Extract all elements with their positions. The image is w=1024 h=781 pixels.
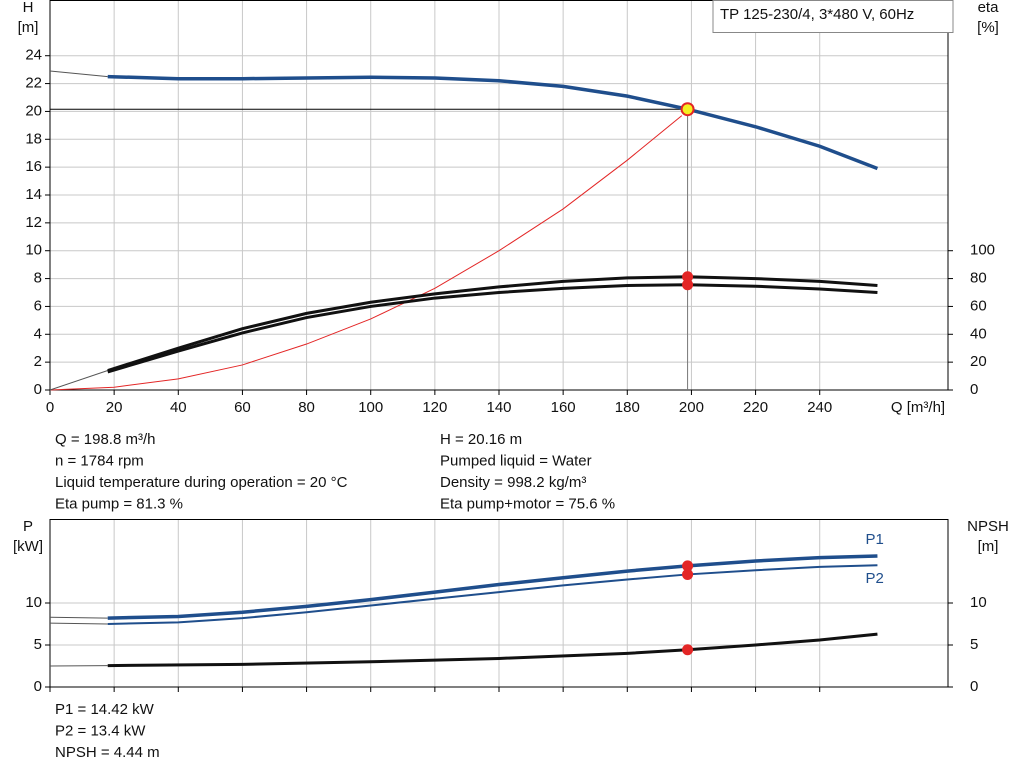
y-tick-label: 6 [34, 297, 42, 314]
info-text: NPSH = 4.44 m [55, 744, 160, 761]
title-box [712, 0, 954, 33]
y2-axis-label: [m] [978, 538, 999, 555]
y2-tick-label: 5 [970, 636, 978, 653]
y-tick-label: 0 [34, 381, 42, 398]
y2-tick-label: 20 [970, 353, 987, 370]
y-tick-label: 10 [25, 594, 42, 611]
y-tick-label: 5 [34, 636, 42, 653]
curve [107, 74, 879, 171]
x-tick-label: 140 [486, 399, 511, 416]
curve-label: P2 [865, 570, 883, 587]
y2-axis-label: [%] [977, 19, 999, 36]
x-tick-label: 20 [106, 399, 123, 416]
x-tick-label: 100 [358, 399, 383, 416]
chart-title: TP 125-230/4, 3*480 V, 60Hz [720, 6, 914, 23]
y2-tick-label: 80 [970, 270, 987, 287]
y-axis-label: P [23, 518, 33, 535]
y2-tick-label: 0 [970, 678, 978, 695]
curve [107, 554, 878, 620]
y2-tick-label: 100 [970, 242, 995, 259]
curve [49, 370, 108, 391]
info-text: Liquid temperature during operation = 20… [55, 474, 348, 491]
y-axis-label: [m] [18, 19, 39, 36]
info-text: n = 1784 rpm [55, 452, 144, 469]
y2-tick-label: 60 [970, 297, 987, 314]
operating-point [682, 644, 694, 656]
curve [107, 632, 878, 668]
x-tick-label: 240 [807, 399, 832, 416]
info-text: P1 = 14.42 kW [55, 701, 155, 718]
y-tick-label: 10 [25, 242, 42, 259]
operating-point [680, 102, 695, 117]
y2-axis-label: NPSH [967, 518, 1009, 535]
info-text: Eta pump = 81.3 % [55, 495, 183, 512]
info-text: Eta pump+motor = 75.6 % [440, 495, 615, 512]
y-axis-label: H [23, 0, 34, 16]
info-text: Density = 998.2 kg/m³ [440, 474, 586, 491]
y-tick-label: 4 [34, 325, 42, 342]
info-text: H = 20.16 m [440, 431, 522, 448]
y2-axis-label: eta [978, 0, 1000, 16]
x-tick-label: 220 [743, 399, 768, 416]
x-tick-label: 180 [615, 399, 640, 416]
operating-point [682, 279, 694, 291]
y-tick-label: 24 [25, 47, 42, 64]
curve [49, 616, 108, 619]
curve [107, 283, 878, 374]
y-tick-label: 8 [34, 270, 42, 287]
info-text: P2 = 13.4 kW [55, 722, 146, 739]
x-tick-label: 200 [679, 399, 704, 416]
curve [107, 275, 878, 372]
x-tick-label: 0 [46, 399, 54, 416]
curve [107, 564, 878, 625]
curve [49, 622, 108, 625]
y2-tick-label: 40 [970, 325, 987, 342]
y-tick-label: 18 [25, 130, 42, 147]
y-tick-label: 16 [25, 158, 42, 175]
x-tick-label: 160 [551, 399, 576, 416]
y-tick-label: 22 [25, 75, 42, 92]
y-tick-label: 12 [25, 214, 42, 231]
x-tick-label: 40 [170, 399, 187, 416]
plot-frame [49, 0, 949, 391]
y-tick-label: 0 [34, 678, 42, 695]
y2-tick-label: 10 [970, 594, 987, 611]
curve [49, 115, 683, 391]
y-tick-label: 14 [25, 186, 42, 203]
x-axis-label: Q [m³/h] [891, 399, 945, 416]
x-tick-label: 60 [234, 399, 251, 416]
x-tick-label: 120 [422, 399, 447, 416]
info-text: Pumped liquid = Water [440, 452, 592, 469]
y-axis-label: [kW] [13, 538, 43, 555]
y-tick-label: 2 [34, 353, 42, 370]
x-tick-label: 80 [298, 399, 315, 416]
y-tick-label: 20 [25, 102, 42, 119]
operating-point [682, 568, 694, 580]
curve-label: P1 [865, 531, 883, 548]
info-text: Q = 198.8 m³/h [55, 431, 155, 448]
curve [49, 70, 108, 78]
plot-frame [49, 519, 949, 688]
y2-tick-label: 0 [970, 381, 978, 398]
